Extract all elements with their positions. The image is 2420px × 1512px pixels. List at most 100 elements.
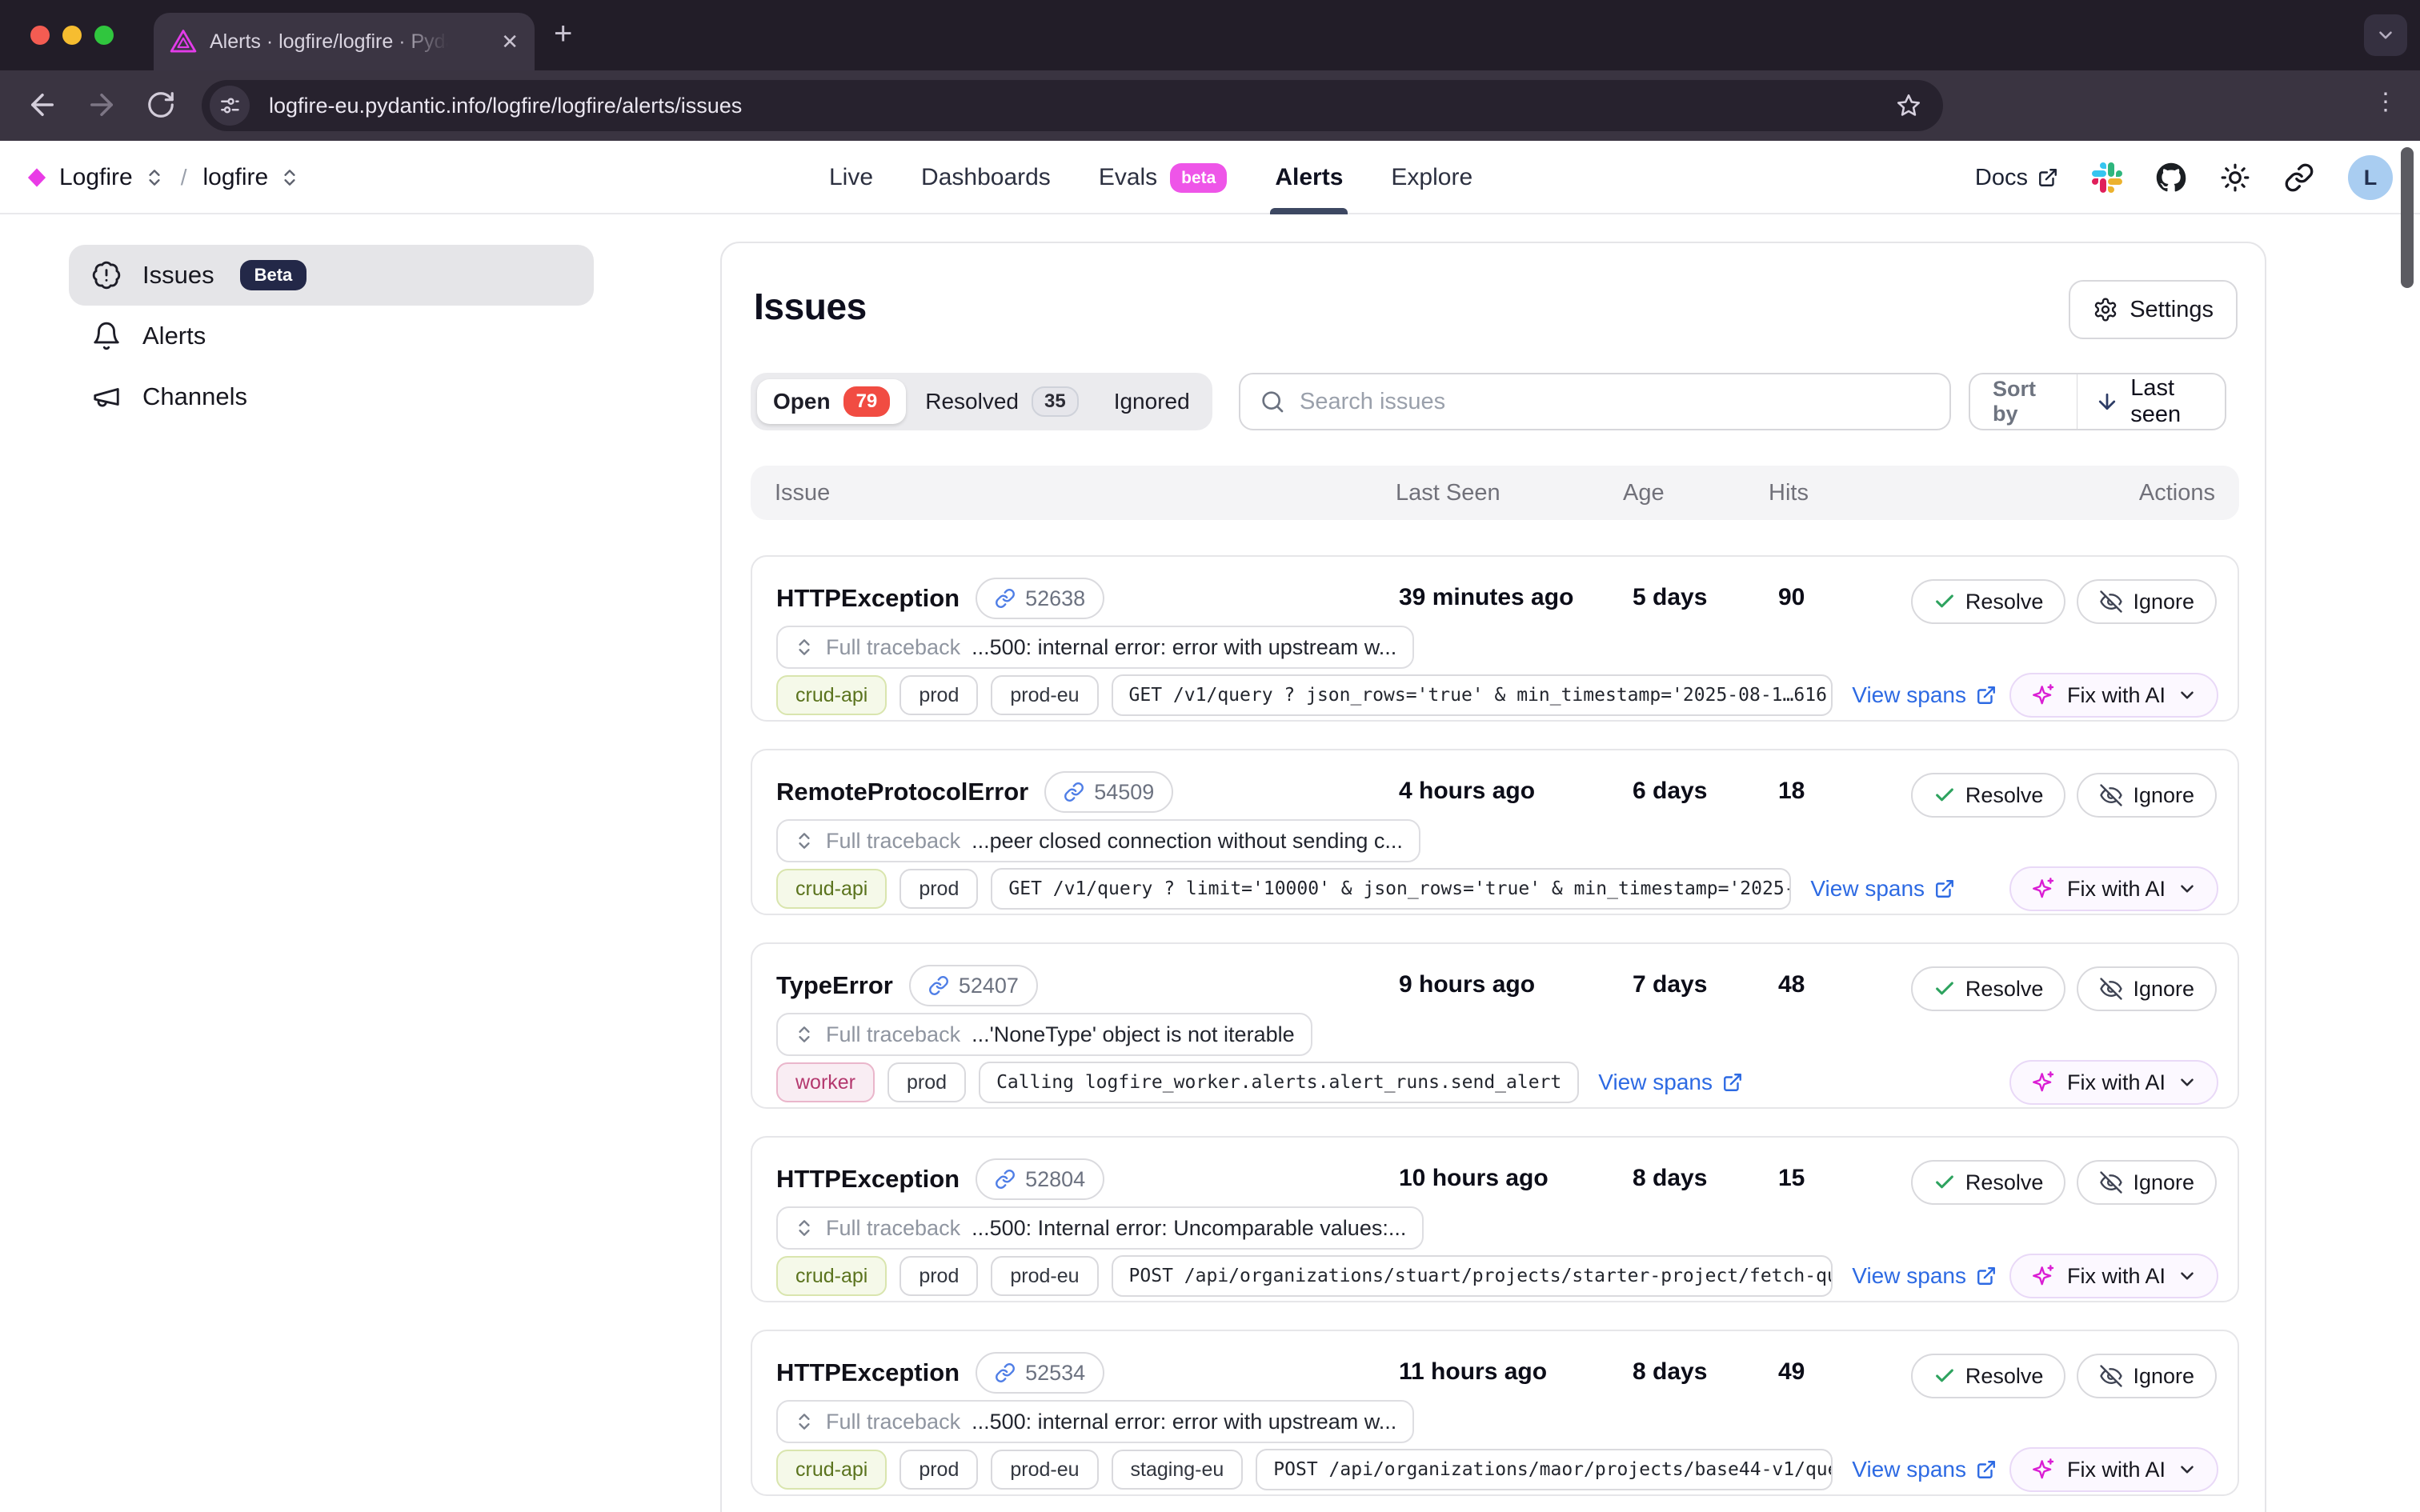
- link-icon: [995, 1169, 1016, 1190]
- sidebar-item-channels[interactable]: Channels: [69, 366, 594, 427]
- full-traceback-label: Full traceback: [826, 1215, 961, 1240]
- theme-sun-icon[interactable]: [2220, 162, 2250, 193]
- issue-id: 52638: [1025, 586, 1086, 610]
- unfold-icon[interactable]: [144, 167, 165, 188]
- issue-id-pill[interactable]: 52407: [908, 965, 1038, 1006]
- back-icon[interactable]: [26, 88, 59, 122]
- window-zoom-button[interactable]: [94, 26, 114, 45]
- address-bar[interactable]: logfire-eu.pydantic.info/logfire/logfire…: [202, 80, 1943, 131]
- issue-id-pill[interactable]: 52534: [976, 1352, 1105, 1394]
- new-tab-button[interactable]: +: [554, 16, 573, 51]
- chevron-down-icon: [2177, 878, 2198, 899]
- resolve-button[interactable]: Resolve: [1910, 1160, 2066, 1205]
- tab-ignored[interactable]: Ignored: [1098, 379, 1206, 424]
- view-spans-link[interactable]: View spans: [1598, 1070, 1743, 1095]
- resolve-button[interactable]: Resolve: [1910, 1354, 2066, 1398]
- ignore-button[interactable]: Ignore: [2077, 966, 2217, 1011]
- issue-id-pill[interactable]: 52638: [976, 578, 1105, 619]
- nav-evals[interactable]: Evals beta: [1099, 141, 1228, 214]
- sort-by-label: Sort by: [1993, 377, 2036, 426]
- view-spans-link[interactable]: View spans: [1852, 1457, 1997, 1482]
- tab-resolved[interactable]: Resolved 35: [909, 379, 1094, 424]
- fix-with-ai-button[interactable]: Fix with AI: [2009, 866, 2218, 911]
- ignore-button[interactable]: Ignore: [2077, 773, 2217, 818]
- external-link-icon: [1934, 878, 1955, 899]
- scrollbar-thumb[interactable]: [2401, 147, 2414, 288]
- nav-dashboards[interactable]: Dashboards: [921, 164, 1051, 190]
- fix-with-ai-button[interactable]: Fix with AI: [2009, 1060, 2218, 1105]
- fix-with-ai-button[interactable]: Fix with AI: [2009, 1447, 2218, 1492]
- github-icon[interactable]: [2156, 162, 2186, 193]
- traceback-message: ...'NoneType' object is not iterable: [972, 1022, 1295, 1046]
- issue-actions: Resolve Ignore: [1910, 773, 2217, 818]
- fix-with-ai-button[interactable]: Fix with AI: [2009, 673, 2218, 718]
- issue-id-pill[interactable]: 54509: [1044, 771, 1174, 813]
- traceback-pill[interactable]: Full traceback ...'NoneType' object is n…: [776, 1013, 1312, 1056]
- ignore-button[interactable]: Ignore: [2077, 1160, 2217, 1205]
- browser-tab-strip: Alerts · logfire/logfire · Pydant ✕ +: [0, 0, 2420, 70]
- slack-icon[interactable]: [2092, 162, 2122, 193]
- resolve-button[interactable]: Resolve: [1910, 579, 2066, 624]
- traceback-pill[interactable]: Full traceback ...500: internal error: e…: [776, 1400, 1415, 1443]
- traceback-pill[interactable]: Full traceback ...500: Internal error: U…: [776, 1206, 1424, 1250]
- view-spans-link[interactable]: View spans: [1852, 682, 1997, 708]
- bookmark-star-icon[interactable]: [1895, 92, 1922, 119]
- window-close-button[interactable]: [30, 26, 50, 45]
- window-minimize-button[interactable]: [62, 26, 82, 45]
- browser-menu-icon[interactable]: ⋮: [2374, 89, 2399, 115]
- forward-icon[interactable]: [85, 88, 118, 122]
- link-icon: [928, 975, 949, 996]
- ignore-button[interactable]: Ignore: [2077, 579, 2217, 624]
- org-selector[interactable]: Logfire: [59, 164, 133, 190]
- issue-row: TypeError 52407 9 hours ago 7 days 48 Re…: [751, 942, 2239, 1109]
- issue-id-pill[interactable]: 52804: [976, 1158, 1105, 1200]
- traceback-pill[interactable]: Full traceback ...peer closed connection…: [776, 819, 1420, 862]
- link-icon: [995, 1362, 1016, 1383]
- nav-live[interactable]: Live: [829, 164, 874, 190]
- tab-open[interactable]: Open 79: [757, 379, 907, 424]
- avatar[interactable]: L: [2348, 155, 2393, 200]
- check-icon: [1933, 1171, 1956, 1194]
- tab-search-button[interactable]: [2364, 14, 2407, 56]
- nav-explore[interactable]: Explore: [1391, 164, 1473, 190]
- issue-id: 52804: [1025, 1166, 1086, 1191]
- check-icon: [1933, 1365, 1956, 1387]
- issue-actions: Resolve Ignore: [1910, 1160, 2217, 1205]
- search-icon: [1260, 389, 1285, 414]
- issue-meta: crud-api prod GET /v1/query ? limit='1000…: [776, 866, 2218, 911]
- tag-prod: prod: [887, 1062, 967, 1102]
- sort-control[interactable]: Sort by Last seen: [1969, 373, 2226, 430]
- site-settings-icon[interactable]: [210, 86, 250, 126]
- issue-meta: crud-api prod prod-eu staging-eu POST /api/…: [776, 1447, 2218, 1492]
- traceback-pill[interactable]: Full traceback ...500: internal error: e…: [776, 626, 1415, 669]
- ignore-button[interactable]: Ignore: [2077, 1354, 2217, 1398]
- bell-icon: [91, 321, 122, 351]
- settings-button[interactable]: Settings: [2069, 280, 2238, 339]
- share-link-icon[interactable]: [2284, 162, 2314, 193]
- chevron-down-icon: [2375, 25, 2396, 46]
- nav-alerts[interactable]: Alerts: [1270, 141, 1348, 214]
- issue-row: HTTPException 52804 10 hours ago 8 days …: [751, 1136, 2239, 1302]
- resolve-button[interactable]: Resolve: [1910, 773, 2066, 818]
- sidebar-item-issues[interactable]: Issues Beta: [69, 245, 594, 306]
- resolve-button[interactable]: Resolve: [1910, 966, 2066, 1011]
- beta-badge: beta: [1170, 162, 1228, 193]
- resolved-count-badge: 35: [1032, 386, 1079, 417]
- sort-value[interactable]: Last seen: [2077, 375, 2225, 428]
- fix-with-ai-button[interactable]: Fix with AI: [2009, 1254, 2218, 1298]
- view-spans-link[interactable]: View spans: [1810, 876, 1955, 902]
- external-link-icon: [1722, 1072, 1743, 1093]
- sidebar-item-alerts[interactable]: Alerts: [69, 306, 594, 366]
- issue-age: 8 days: [1633, 1165, 1708, 1191]
- unfold-icon[interactable]: [279, 167, 300, 188]
- project-selector[interactable]: logfire: [202, 164, 269, 190]
- view-spans-link[interactable]: View spans: [1852, 1263, 1997, 1289]
- reload-icon[interactable]: [146, 90, 176, 120]
- search-input[interactable]: [1300, 388, 1949, 415]
- issue-last-seen: 11 hours ago: [1399, 1358, 1548, 1385]
- link-icon: [1064, 782, 1084, 802]
- docs-link[interactable]: Docs: [1975, 165, 2058, 191]
- browser-tab[interactable]: Alerts · logfire/logfire · Pydant ✕: [154, 13, 535, 70]
- logfire-logo-icon: [26, 166, 48, 189]
- tab-close-icon[interactable]: ✕: [501, 30, 519, 54]
